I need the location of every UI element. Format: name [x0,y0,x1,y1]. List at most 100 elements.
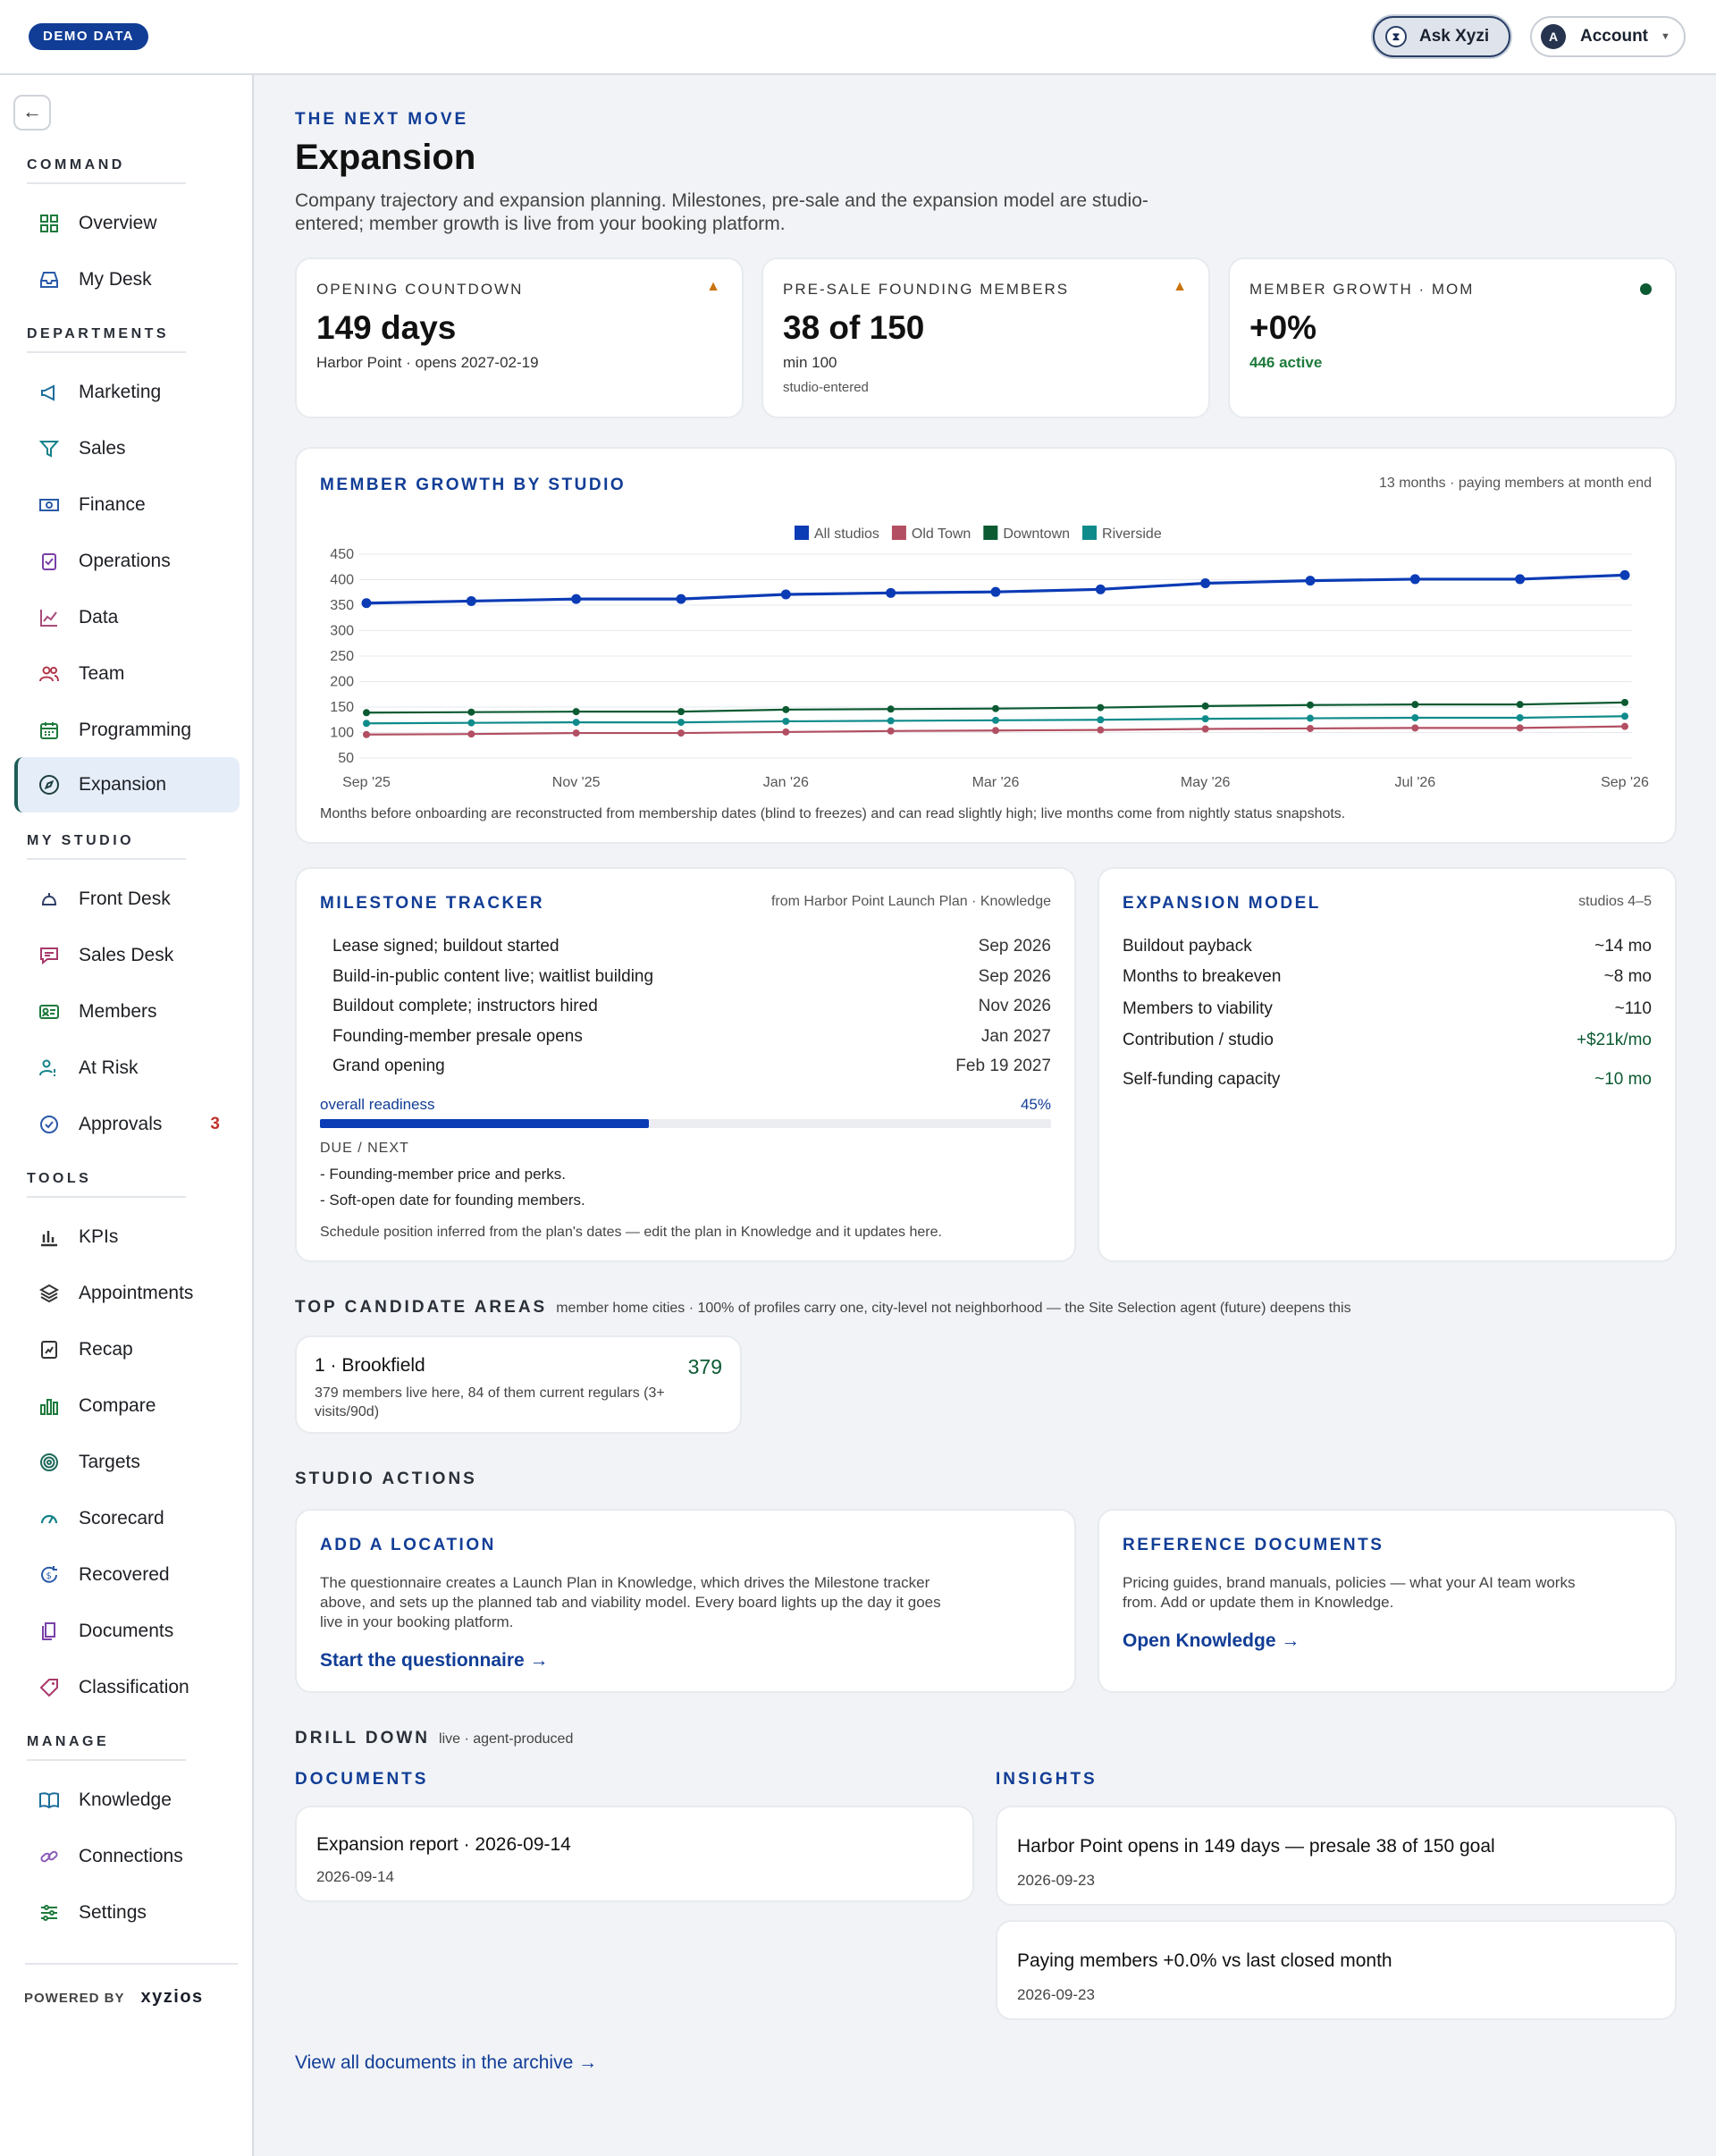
sidebar-item-expansion[interactable]: Expansion [14,757,240,813]
legend-swatch [1082,526,1098,540]
open-knowledge-link[interactable]: Open Knowledge → [1123,1630,1300,1651]
account-menu-button[interactable]: A Account ▼ [1530,16,1686,57]
card-meta: 13 months · paying members at month end [1378,476,1652,491]
back-button[interactable]: ← [13,95,51,131]
data-point [1307,714,1314,722]
chevron-down-icon: ▼ [1661,31,1670,42]
data-point [1097,716,1105,724]
sidebar-item-compare[interactable]: Compare [14,1380,240,1432]
data-point [780,589,791,600]
sidebar-item-label: Overview [79,213,157,233]
data-point [1097,703,1105,712]
ask-xyzi-button[interactable]: ⧗ Ask Xyzi [1373,16,1510,57]
data-point [992,716,999,724]
top-bar: DEMO DATA ⧗ Ask Xyzi A Account ▼ [0,0,1716,75]
sidebar-item-classification[interactable]: Classification [14,1662,240,1714]
y-tick-label: 150 [330,700,354,715]
start-questionnaire-link[interactable]: Start the questionnaire → [320,1650,549,1671]
data-point [1515,574,1526,585]
sidebar-item-recap[interactable]: Recap [14,1324,240,1376]
insight-card[interactable]: Paying members +0.0% vs last closed mont… [996,1920,1677,2020]
document-date: 2026-09-14 [316,1868,394,1885]
sidebar-item-data[interactable]: Data [14,592,240,644]
candidate-area-card[interactable]: 1 · Brookfield 379 379 members live here… [295,1335,742,1434]
stat-value: +0% [1249,309,1317,346]
book-icon [38,1789,61,1812]
sidebar-item-sales-desk[interactable]: Sales Desk [14,930,240,981]
svg-text:$: $ [46,1571,52,1581]
compass-icon [38,773,61,796]
y-tick-label: 200 [330,675,354,690]
desc-line: visits/90d) [315,1404,380,1419]
bell-icon [38,888,61,911]
section-title: STUDIO ACTIONS [295,1470,477,1488]
milestone-label: Founding-member presale opens [332,1026,583,1046]
milestone-date: Nov 2026 [978,997,1051,1015]
x-tick-label: Sep '26 [1601,775,1649,790]
data-point [1619,569,1630,580]
card-title: MEMBER GROWTH BY STUDIO [320,476,627,494]
legend-swatch [891,526,906,540]
sidebar-item-approvals[interactable]: Approvals 3 [14,1099,240,1150]
data-point [677,719,685,727]
users-icon [38,662,61,686]
gauge-icon [38,1507,61,1530]
x-tick-label: Mar '26 [972,775,1020,790]
data-point [782,717,790,725]
sidebar-item-scorecard[interactable]: Scorecard [14,1493,240,1545]
data-point [886,587,896,598]
stat-sub: Harbor Point · opens 2027-02-19 [316,354,539,371]
sidebar-item-at-risk[interactable]: At Risk [14,1042,240,1094]
sidebar: ← COMMAND Overview My Desk DEPARTMENTS M… [0,75,254,2156]
sidebar-item-overview[interactable]: Overview [14,198,240,249]
sidebar-item-label: KPIs [79,1226,119,1247]
warning-triangle-icon: ▲ [1173,279,1187,294]
sidebar-item-label: Approvals [79,1114,163,1134]
sidebar-item-finance[interactable]: Finance [14,479,240,531]
sidebar-item-documents[interactable]: Documents [14,1605,240,1657]
sidebar-item-label: Programming [79,720,192,740]
divider [27,182,186,184]
model-value: ~8 mo [1603,967,1652,986]
sidebar-item-my-desk[interactable]: My Desk [14,254,240,306]
section-meta: live · agent-produced [439,1731,574,1747]
section-departments: DEPARTMENTS [27,326,170,341]
target-icon [38,1451,61,1474]
insight-card[interactable]: Harbor Point opens in 149 days — presale… [996,1806,1677,1906]
calendar-icon [38,719,61,742]
insight-date: 2026-09-23 [1017,1872,1095,1889]
milestone-date: Feb 19 2027 [955,1057,1051,1075]
sidebar-item-connections[interactable]: Connections [14,1831,240,1882]
sidebar-item-team[interactable]: Team [14,648,240,700]
y-tick-label: 400 [330,573,354,588]
insight-date: 2026-09-23 [1017,1986,1095,2003]
sidebar-item-members[interactable]: Members [14,986,240,1038]
sidebar-item-targets[interactable]: Targets [14,1436,240,1488]
desc-line: 379 members live here, 84 of them curren… [315,1385,665,1401]
divider [27,1196,186,1198]
data-point [676,594,686,604]
section-title: DRILL DOWN [295,1729,431,1748]
avatar: A [1541,24,1566,49]
sidebar-item-label: Expansion [79,774,167,795]
sidebar-item-settings[interactable]: Settings [14,1887,240,1939]
data-point [1621,698,1628,706]
sidebar-item-operations[interactable]: Operations [14,535,240,587]
sidebar-item-appointments[interactable]: Appointments [14,1267,240,1319]
funnel-icon [38,437,61,460]
member-growth-chart: 50 100 150 200 250 300 350 400 450 Sep '25 Nov '25… [330,526,1649,790]
sidebar-item-marketing[interactable]: Marketing [14,366,240,418]
sidebar-item-front-desk[interactable]: Front Desk [14,873,240,925]
data-point [1411,724,1419,732]
sidebar-item-kpis[interactable]: KPIs [14,1211,240,1263]
sidebar-item-programming[interactable]: Programming [14,704,240,756]
id-card-icon [38,1000,61,1023]
document-card[interactable]: Expansion report · 2026-09-14 2026-09-14 [295,1806,974,1902]
sidebar-item-sales[interactable]: Sales [14,423,240,475]
sidebar-item-knowledge[interactable]: Knowledge [14,1774,240,1826]
readiness-value: 45% [1020,1096,1051,1113]
milestone-date: Sep 2026 [978,937,1051,956]
page-subtitle: Company trajectory and expansion plannin… [295,189,1148,236]
sidebar-item-recovered[interactable]: $ Recovered [14,1549,240,1601]
view-archive-link[interactable]: View all documents in the archive → [295,2052,598,2073]
